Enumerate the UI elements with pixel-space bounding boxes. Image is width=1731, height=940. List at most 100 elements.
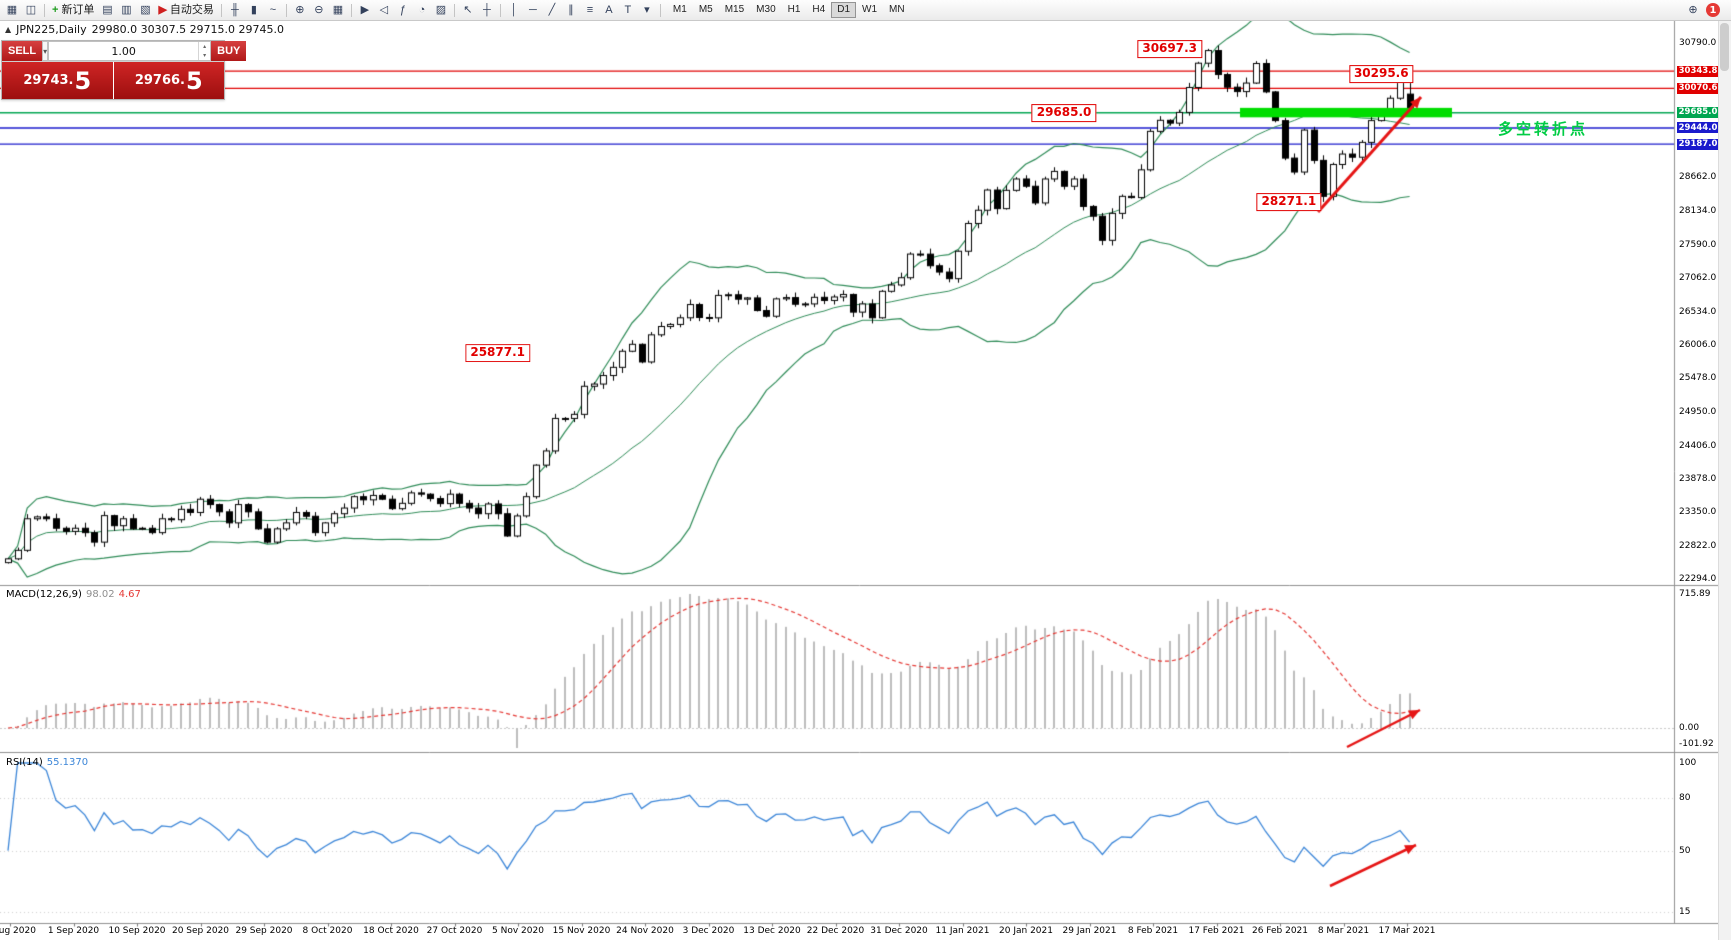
trendline-icon[interactable]: ╱ [543, 2, 561, 19]
timeframe-m5-button[interactable]: M5 [693, 2, 719, 18]
macd-signal-value: 4.67 [118, 589, 141, 600]
date-axis-label: 17 Mar 2021 [1378, 926, 1436, 936]
price-axis-label: 22294.0 [1679, 574, 1717, 585]
buy-price-panel[interactable]: 29766. 5 [112, 62, 224, 99]
price-annotation[interactable]: 30697.3 [1137, 39, 1202, 58]
buy-button[interactable]: BUY [211, 41, 247, 61]
macd-scale-label: -101.92 [1679, 739, 1714, 749]
new-order-icon: + [52, 3, 59, 16]
new-order-button[interactable]: + 新订单 [49, 2, 97, 19]
lot-size-field: ▴ ▾ [48, 41, 212, 61]
price-annotation[interactable]: 28271.1 [1256, 193, 1322, 211]
new-order-button-label: 新订单 [61, 3, 95, 16]
scrollbar-thumb[interactable] [1720, 23, 1729, 71]
vertical-line-icon[interactable]: │ [505, 2, 523, 19]
vertical-scrollbar[interactable] [1718, 20, 1731, 940]
fibonacci-icon[interactable]: ≡ [581, 2, 599, 19]
symbol-ohlc: 29980.0 30307.5 29715.0 29745.0 [91, 23, 285, 36]
new-chart-icon[interactable]: ▦ [3, 2, 21, 19]
auto-scroll-icon[interactable]: ▶ [356, 2, 374, 19]
cursor-icon: ↖ [463, 3, 473, 16]
one-click-trading-panel: SELL ▾ ▴ ▾ BUY 29743.5 29766.5 [1, 40, 247, 100]
trade-panel-prices: 29743. 5 29766. 5 [2, 62, 224, 99]
candlestick-chart-icon[interactable]: ▮ [245, 2, 263, 19]
bar-chart-icon[interactable]: ╫ [226, 2, 244, 19]
price-axis-label: 25478.0 [1679, 373, 1717, 384]
timeframe-h1-button[interactable]: H1 [782, 2, 807, 18]
date-axis-label: 27 Oct 2020 [426, 926, 483, 936]
line-chart-icon[interactable]: ~ [264, 2, 282, 19]
tile-windows-icon[interactable]: ▦ [329, 2, 347, 19]
zoom-out-icon[interactable]: ⊖ [310, 2, 328, 19]
text-label-icon: T [624, 3, 632, 16]
trade-panel-toggle-icon[interactable]: ▲ [5, 25, 12, 34]
sell-price-big-digit: 5 [74, 66, 92, 95]
lot-decrease-button[interactable]: ▾ [203, 51, 207, 59]
text-icon: A [605, 3, 613, 16]
navigator-icon[interactable]: ▥ [117, 2, 135, 19]
lot-increase-button[interactable]: ▴ [203, 42, 207, 50]
timeframe-toolbar: M1 M5 M15 M30 H1 H4 D1 W1 MN [667, 2, 911, 18]
date-axis-label: 8 Mar 2021 [1317, 926, 1370, 936]
market-watch-icon[interactable]: ▤ [98, 2, 116, 19]
chart-shift-icon[interactable]: ◁ [375, 2, 393, 19]
date-axis-label: 20 Jan 2021 [999, 926, 1053, 936]
date-axis-label: 11 Jan 2021 [935, 926, 990, 936]
date-axis-label: 24 Nov 2020 [616, 926, 674, 936]
sell-price-panel[interactable]: 29743. 5 [2, 62, 113, 99]
timeframe-m30-button[interactable]: M30 [750, 2, 781, 18]
arrows-icon[interactable]: ▾ [638, 2, 656, 19]
navigator-icon: ▥ [121, 3, 132, 16]
price-axis-label: 23350.0 [1679, 507, 1717, 518]
tile-windows-icon: ▦ [332, 3, 344, 16]
crosshair-icon[interactable]: ┼ [478, 2, 496, 19]
toolbar-separator [350, 3, 352, 17]
terminal-icon[interactable]: ▧ [136, 2, 154, 19]
line-chart-icon: ~ [269, 3, 277, 16]
bull-bear-turning-point-label[interactable]: 多空转折点 [1498, 120, 1589, 138]
date-axis-label: 22 Dec 2020 [806, 926, 865, 936]
timeframe-w1-button[interactable]: W1 [856, 2, 883, 18]
price-annotation[interactable]: 30295.6 [1348, 65, 1414, 84]
text-icon[interactable]: A [600, 2, 618, 19]
timeframe-m1-button[interactable]: M1 [667, 2, 693, 18]
candlestick-chart-icon: ▮ [250, 3, 257, 16]
magnifier-icon[interactable]: ⊕ [1684, 2, 1702, 19]
indicators-icon[interactable]: ƒ [394, 2, 412, 19]
timeframe-mn-button[interactable]: MN [883, 2, 911, 18]
templates-icon: ▨ [435, 3, 447, 16]
lot-size-input[interactable] [49, 42, 199, 60]
equidistant-channel-icon[interactable]: ∥ [562, 2, 580, 19]
sell-button[interactable]: SELL [2, 41, 43, 61]
rsi-value: 55.1370 [46, 757, 89, 768]
timeframe-m15-button[interactable]: M15 [719, 2, 750, 18]
order-type-dropdown[interactable]: ▾ [42, 41, 49, 61]
date-axis-label: 31 Dec 2020 [870, 926, 928, 936]
price-annotation[interactable]: 25877.1 [465, 344, 530, 362]
trade-panel-header: SELL ▾ ▴ ▾ BUY [2, 41, 247, 62]
toolbar-separator [659, 3, 661, 17]
cursor-icon[interactable]: ↖ [459, 2, 477, 19]
price-axis-label: 27062.0 [1679, 273, 1717, 284]
timeframe-h4-button[interactable]: H4 [806, 2, 831, 18]
indicators-icon: ƒ [399, 3, 406, 16]
price-axis-label: 26006.0 [1679, 339, 1717, 350]
horizontal-line-icon[interactable]: ─ [524, 2, 542, 19]
price-level-tag: 29444.0 [1677, 122, 1719, 134]
zoom-in-icon[interactable]: ⊕ [291, 2, 309, 19]
notification-badge[interactable]: 1 [1706, 3, 1720, 17]
new-chart-icon: ▦ [6, 3, 18, 16]
periods-icon[interactable]: ◔ [413, 2, 431, 19]
symbol-name: JPN225,Daily [16, 23, 87, 36]
profiles-icon: ◫ [25, 3, 37, 16]
templates-icon[interactable]: ▨ [432, 2, 450, 19]
text-label-icon[interactable]: T [619, 2, 637, 19]
autotrading-button[interactable]: ▶ 自动交易 [155, 2, 216, 19]
rsi-scale-label: 50 [1679, 845, 1691, 856]
profiles-icon[interactable]: ◫ [22, 2, 40, 19]
price-axis-label: 28134.0 [1679, 205, 1717, 216]
price-annotation[interactable]: 29685.0 [1031, 103, 1097, 122]
timeframe-d1-button[interactable]: D1 [831, 2, 857, 18]
toolbar: ▦ ◫ + 新订单 ▤ ▥ ▧ ▶ 自动交易 ╫ ▮ ~ ⊕ ⊖ ▦ ▶ ◁ ƒ ◔ ▨ ↖ ┼ │ ─ ╱ ∥ ≡ A T ▾ M1 M5 M… [0, 0, 1731, 21]
